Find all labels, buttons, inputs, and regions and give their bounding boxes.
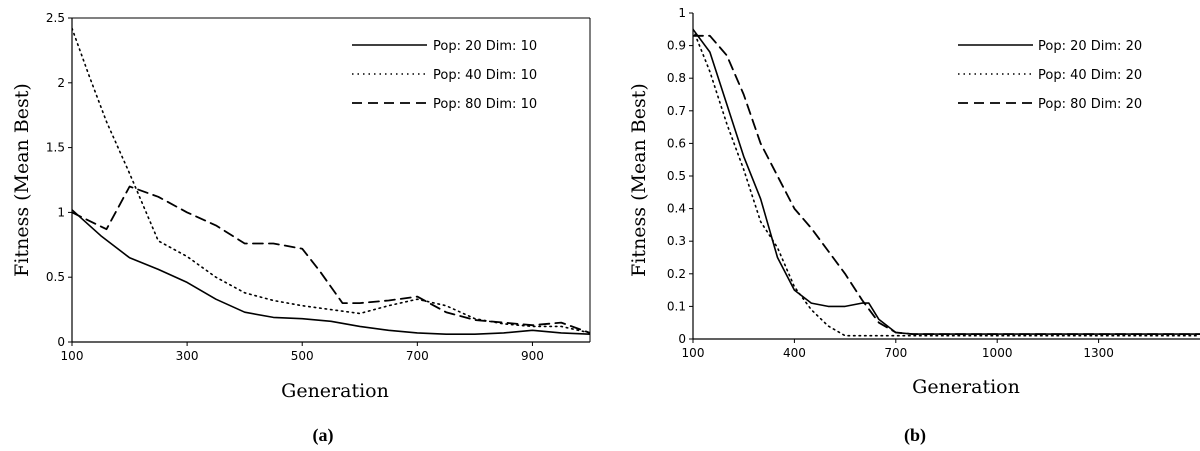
y-tick-label: 0.5 <box>667 169 686 183</box>
x-tick-label: 700 <box>406 349 429 363</box>
y-tick-label: 0.9 <box>667 39 686 53</box>
x-tick-label: 100 <box>682 346 705 360</box>
y-tick-label: 1.5 <box>46 141 65 155</box>
x-tick-label: 900 <box>521 349 544 363</box>
legend-label: Pop: 40 Dim: 20 <box>1038 68 1142 83</box>
y-tick-label: 2.5 <box>46 11 65 25</box>
y-tick-label: 0 <box>57 335 65 349</box>
series-line-dashed <box>72 185 590 334</box>
y-tick-label: 1 <box>678 6 686 20</box>
figure-caption: (b) <box>904 425 926 446</box>
y-tick-label: 0.4 <box>667 202 686 216</box>
y-tick-label: 2 <box>57 76 65 90</box>
figure-caption: (a) <box>313 425 334 446</box>
y-axis-title: Fitness (Mean Best) <box>628 83 650 277</box>
x-tick-label: 500 <box>291 349 314 363</box>
y-tick-label: 0.3 <box>667 234 686 248</box>
x-tick-label: 300 <box>176 349 199 363</box>
series-line-dotted <box>693 28 1200 337</box>
series-line-solid <box>72 209 590 336</box>
y-tick-label: 0.2 <box>667 267 686 281</box>
legend-label: Pop: 20 Dim: 20 <box>1038 39 1142 54</box>
chart-b: 0 0.1 0.2 0.3 0.4 0.5 0.6 0.7 0.8 0.9 1 100 400 700 10… <box>628 6 1200 446</box>
x-tick-label: 1300 <box>1083 346 1114 360</box>
series-line-dashed <box>693 34 1200 336</box>
y-axis-title: Fitness (Mean Best) <box>11 83 33 277</box>
x-axis-title: Generation <box>912 376 1020 398</box>
x-axis-title: Generation <box>281 380 389 402</box>
x-tick-label: 400 <box>783 346 806 360</box>
x-tick-label: 700 <box>884 346 907 360</box>
y-tick-label: 0.5 <box>46 270 65 284</box>
y-tick-label: 0.8 <box>667 71 686 85</box>
y-tick-label: 1 <box>57 205 65 219</box>
chart-a: 0 0.5 1 1.5 2 2.5 100 300 500 700 900 Generation Fit… <box>11 11 591 446</box>
y-tick-label: 0.7 <box>667 104 686 118</box>
legend-label: Pop: 80 Dim: 10 <box>433 97 537 112</box>
x-tick-label: 1000 <box>982 346 1013 360</box>
y-tick-label: 0 <box>678 332 686 346</box>
legend-label: Pop: 20 Dim: 10 <box>433 39 537 54</box>
y-tick-label: 0.1 <box>667 299 686 313</box>
x-tick-label: 100 <box>61 349 84 363</box>
legend-label: Pop: 40 Dim: 10 <box>433 68 537 83</box>
y-tick-label: 0.6 <box>667 136 686 150</box>
legend-label: Pop: 80 Dim: 20 <box>1038 97 1142 112</box>
